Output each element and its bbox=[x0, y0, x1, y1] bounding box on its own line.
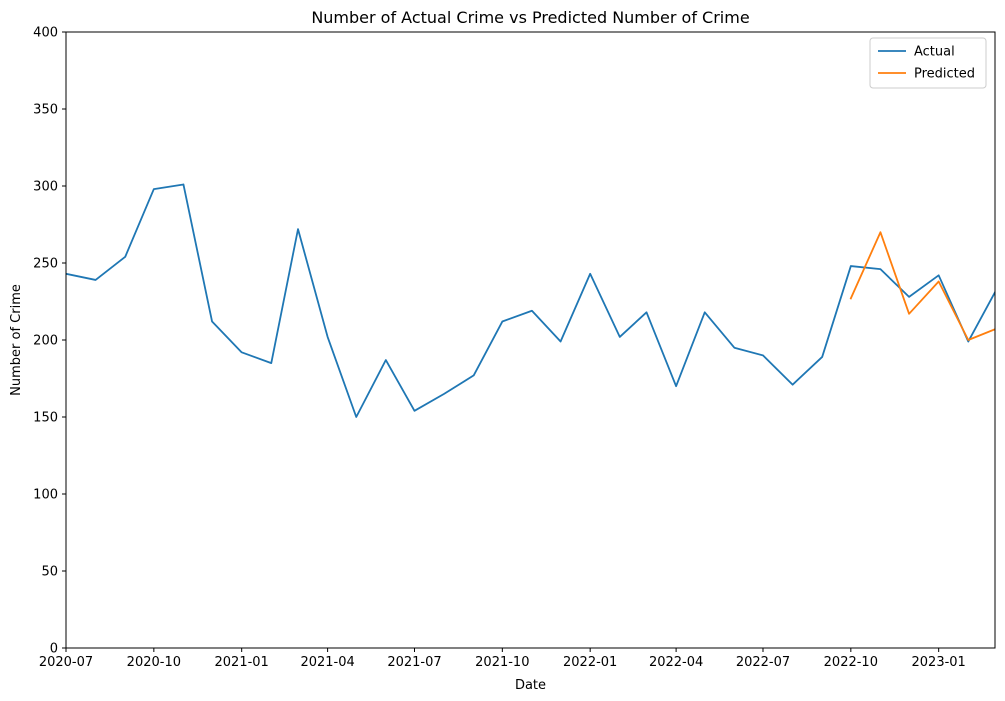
x-tick-label: 2022-10 bbox=[824, 655, 878, 670]
x-tick-label: 2020-10 bbox=[127, 655, 181, 670]
y-tick-label: 350 bbox=[33, 103, 58, 118]
y-tick-label: 0 bbox=[50, 642, 58, 657]
legend-label-predicted: Predicted bbox=[914, 67, 975, 82]
x-tick-label: 2022-04 bbox=[649, 655, 703, 670]
plot-area bbox=[65, 31, 996, 649]
x-tick-label: 2021-04 bbox=[300, 655, 354, 670]
x-tick-label: 2020-07 bbox=[39, 655, 93, 670]
chart-title: Number of Actual Crime vs Predicted Numb… bbox=[311, 8, 749, 27]
x-axis: 2020-07 2020-10 2021-01 2021-04 2021-07 2021-… bbox=[39, 648, 966, 670]
y-tick-label: 300 bbox=[33, 180, 58, 195]
y-tick-label: 50 bbox=[41, 565, 58, 580]
series-line-actual bbox=[66, 183, 995, 418]
legend-label-actual: Actual bbox=[914, 45, 955, 60]
plot-frame bbox=[65, 31, 996, 649]
y-axis-title: Number of Crime bbox=[9, 284, 24, 396]
legend: Actual Predicted bbox=[869, 37, 987, 89]
y-tick-label: 400 bbox=[33, 26, 58, 41]
x-tick-label: 2021-07 bbox=[387, 655, 441, 670]
y-axis: 0 50 100 150 200 250 300 350 400 bbox=[33, 26, 66, 657]
x-tick-label: 2023-01 bbox=[912, 655, 966, 670]
series-line-predicted bbox=[849, 231, 995, 341]
x-tick-label: 2021-01 bbox=[215, 655, 269, 670]
y-tick-label: 150 bbox=[33, 411, 58, 426]
y-tick-label: 100 bbox=[33, 488, 58, 503]
y-tick-label: 200 bbox=[33, 334, 58, 349]
x-axis-title: Date bbox=[515, 678, 546, 693]
y-tick-label: 250 bbox=[33, 257, 58, 272]
x-tick-label: 2022-01 bbox=[563, 655, 617, 670]
x-tick-label: 2022-07 bbox=[736, 655, 790, 670]
x-tick-label: 2021-10 bbox=[475, 655, 529, 670]
